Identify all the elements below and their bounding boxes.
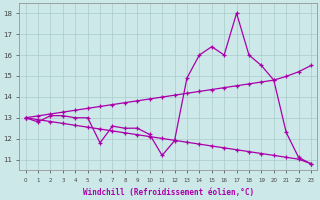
X-axis label: Windchill (Refroidissement éolien,°C): Windchill (Refroidissement éolien,°C): [83, 188, 254, 197]
